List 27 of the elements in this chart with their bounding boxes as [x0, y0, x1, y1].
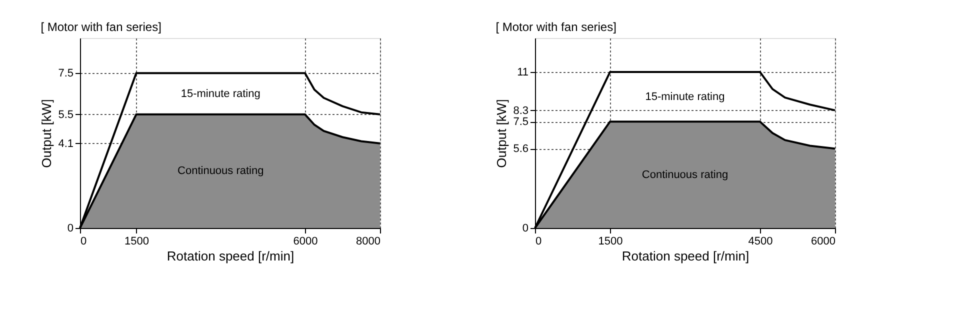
x-tick-label: 8000 — [356, 236, 380, 248]
y-axis-title: Output [kW] — [494, 99, 510, 168]
y-tick-label: 8.3 — [513, 104, 528, 117]
y-tick-label: 0 — [522, 222, 528, 234]
x-tick-label: 6000 — [293, 236, 318, 248]
y-tick-label: 5.6 — [513, 143, 528, 156]
x-tick-label: 4500 — [748, 236, 773, 248]
x-tick-label: 6000 — [811, 236, 836, 248]
chart-title: [ Motor with fan series] — [40, 20, 162, 34]
y-tick-label: 4.1 — [58, 138, 74, 150]
x-tick-label: 1500 — [124, 236, 149, 248]
y-tick-label: 11 — [517, 66, 528, 79]
chart-title: [ Motor with fan series] — [496, 20, 616, 34]
y-tick-label: 7.5 — [58, 68, 74, 80]
series-label: Continuous rating — [642, 168, 728, 181]
x-tick-label: 0 — [80, 236, 87, 248]
y-axis-title: Output [kW] — [39, 99, 54, 168]
x-tick-label: 0 — [536, 236, 542, 248]
y-tick-label: 7.5 — [513, 116, 528, 128]
series-label: 15-minute rating — [645, 90, 725, 103]
x-axis-title: Rotation speed [r/min] — [166, 248, 294, 264]
series-label: 15-minute rating — [180, 88, 260, 100]
x-axis-title: Rotation speed [r/min] — [622, 248, 750, 264]
y-tick-label: 0 — [67, 222, 74, 234]
x-tick-label: 1500 — [598, 236, 623, 248]
series-label: Continuous rating — [178, 165, 264, 178]
y-tick-label: 5.5 — [58, 108, 74, 121]
